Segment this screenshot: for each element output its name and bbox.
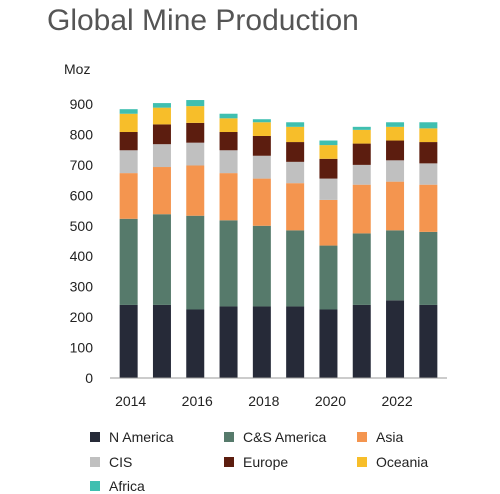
bar-segment-cis-2014 [119, 150, 138, 174]
bar-segment-oceania-2020 [319, 145, 338, 159]
x-tick-label: 2020 [315, 393, 346, 409]
bar-segment-cis-2023 [419, 163, 438, 185]
bar-segment-c-s-america-2017 [219, 220, 238, 307]
bar-segment-c-s-america-2023 [419, 231, 438, 305]
bar-segment-europe-2017 [219, 132, 238, 151]
bar-segment-oceania-2015 [152, 107, 171, 125]
bar-segment-europe-2015 [152, 124, 171, 145]
bar-segment-africa-2017 [219, 113, 238, 119]
y-tick-label: 300 [70, 279, 94, 295]
bar-segment-c-s-america-2020 [319, 245, 338, 310]
y-tick-label: 600 [70, 187, 94, 203]
bar-segment-asia-2021 [352, 184, 371, 234]
bar-segment-n-america-2015 [152, 304, 171, 378]
bar-segment-europe-2020 [319, 158, 338, 179]
y-axis-label: Moz [64, 61, 90, 77]
bar-segment-asia-2017 [219, 173, 238, 221]
bar-segment-n-america-2016 [186, 309, 205, 378]
bar-segment-asia-2015 [152, 167, 171, 215]
y-tick-label: 500 [70, 218, 94, 234]
bar-segment-europe-2023 [419, 142, 438, 164]
y-tick-label: 700 [70, 157, 94, 173]
x-tick-label: 2018 [248, 393, 279, 409]
bar-segment-oceania-2022 [386, 126, 405, 141]
bar-segment-n-america-2023 [419, 304, 438, 378]
bar-segment-n-america-2018 [252, 306, 271, 378]
x-tick-label: 2014 [115, 393, 146, 409]
x-tick-label: 2016 [182, 393, 213, 409]
bar-segment-cis-2022 [386, 160, 405, 182]
bar-segment-africa-2020 [319, 140, 338, 146]
bars [119, 100, 438, 378]
bar-segment-oceania-2018 [252, 122, 271, 136]
y-tick-label: 900 [70, 96, 94, 112]
y-tick-label: 200 [70, 309, 94, 325]
bar-segment-asia-2018 [252, 178, 271, 226]
bar-segment-oceania-2019 [286, 126, 305, 143]
bar-segment-oceania-2023 [419, 128, 438, 143]
bar-segment-n-america-2021 [352, 304, 371, 378]
bar-segment-cis-2016 [186, 142, 205, 166]
bar-segment-asia-2016 [186, 165, 205, 216]
bar-segment-cis-2015 [152, 144, 171, 168]
bar-segment-oceania-2016 [186, 106, 205, 123]
bar-segment-africa-2015 [152, 103, 171, 108]
chart-title: Global Mine Production [47, 4, 359, 37]
bar-segment-europe-2019 [286, 142, 305, 162]
bar-segment-c-s-america-2016 [186, 215, 205, 310]
bar-segment-europe-2018 [252, 135, 271, 156]
bar-segment-n-america-2019 [286, 306, 305, 378]
bar-segment-cis-2020 [319, 178, 338, 200]
bar-segment-europe-2014 [119, 132, 138, 151]
y-tick-label: 0 [85, 370, 93, 386]
bar-segment-n-america-2017 [219, 306, 238, 378]
bar-segment-asia-2019 [286, 183, 305, 231]
bar-segment-asia-2014 [119, 173, 138, 219]
bar-segment-cis-2019 [286, 161, 305, 184]
bar-segment-africa-2023 [419, 122, 438, 129]
bar-segment-africa-2022 [386, 122, 405, 127]
bar-segment-cis-2017 [219, 150, 238, 174]
bar-segment-asia-2023 [419, 184, 438, 232]
bar-segment-n-america-2022 [386, 300, 405, 378]
bar-segment-oceania-2014 [119, 113, 138, 133]
bar-segment-c-s-america-2021 [352, 233, 371, 305]
bar-segment-oceania-2017 [219, 118, 238, 133]
bar-segment-n-america-2020 [319, 309, 338, 378]
y-axis-ticks: 0 100 200 300 400 500 600 700 800 900 [70, 96, 94, 386]
bar-segment-asia-2022 [386, 181, 405, 231]
bar-segment-africa-2021 [352, 126, 371, 130]
bar-segment-africa-2019 [286, 122, 305, 127]
bar-segment-n-america-2014 [119, 304, 138, 378]
bar-segment-cis-2018 [252, 155, 271, 179]
bar-segment-europe-2022 [386, 140, 405, 161]
bar-segment-c-s-america-2014 [119, 218, 138, 305]
bar-segment-asia-2020 [319, 199, 338, 246]
y-tick-label: 400 [70, 248, 94, 264]
bar-segment-c-s-america-2018 [252, 225, 271, 307]
bar-segment-europe-2016 [186, 122, 205, 143]
bar-segment-c-s-america-2022 [386, 230, 405, 301]
bar-segment-africa-2014 [119, 109, 138, 114]
bar-segment-oceania-2021 [352, 129, 371, 144]
x-axis-ticks: 2014 2016 2018 2020 2022 [115, 393, 413, 409]
bar-segment-africa-2016 [186, 100, 205, 107]
bar-segment-europe-2021 [352, 143, 371, 165]
bar-segment-cis-2021 [352, 164, 371, 185]
y-tick-label: 100 [70, 340, 94, 356]
bar-segment-c-s-america-2015 [152, 214, 171, 305]
x-tick-label: 2022 [381, 393, 412, 409]
bar-segment-c-s-america-2019 [286, 230, 305, 307]
y-tick-label: 800 [70, 126, 94, 142]
bar-segment-africa-2018 [252, 119, 271, 123]
